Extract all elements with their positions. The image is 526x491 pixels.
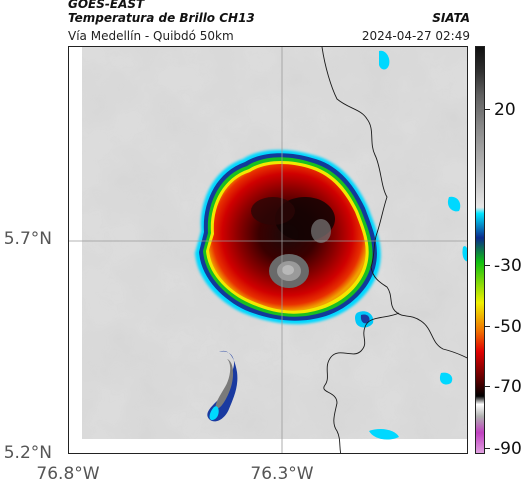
timestamp-label: 2024-04-27 02:49: [361, 29, 470, 43]
x-tick-label: 76.3°W: [250, 464, 314, 484]
colorbar-tick: [485, 265, 490, 266]
colorbar-label: -90: [494, 439, 522, 459]
source-label: SIATA: [432, 11, 470, 25]
x-tick-label: 76.8°W: [36, 464, 100, 484]
cold-top-2: [251, 197, 295, 225]
colorbar-tick: [485, 386, 490, 387]
colorbar-label: 20: [494, 100, 516, 120]
colorbar-tick: [485, 109, 490, 110]
map-canvas: [69, 47, 467, 453]
y-tick-label: 5.2°N: [3, 443, 52, 463]
colorbar: [475, 46, 485, 454]
satellite-title: GOES-EAST: [68, 0, 145, 11]
colorbar-label: -50: [494, 317, 522, 337]
product-title: Temperatura de Brillo CH13: [68, 11, 255, 25]
storm-core: [209, 163, 366, 311]
cold-cloud-patches: [207, 50, 467, 440]
colorbar-tick: [485, 448, 490, 449]
colorbar-label: -70: [494, 377, 522, 397]
satellite-map[interactable]: [68, 46, 468, 454]
y-tick-label: 5.7°N: [3, 229, 52, 249]
department-boundary: [321, 47, 467, 453]
colorbar-tick: [485, 326, 490, 327]
storm-cell: [195, 149, 381, 325]
region-label: Vía Medellín - Quibdó 50km: [68, 29, 234, 43]
colorbar-label: -30: [494, 256, 522, 276]
